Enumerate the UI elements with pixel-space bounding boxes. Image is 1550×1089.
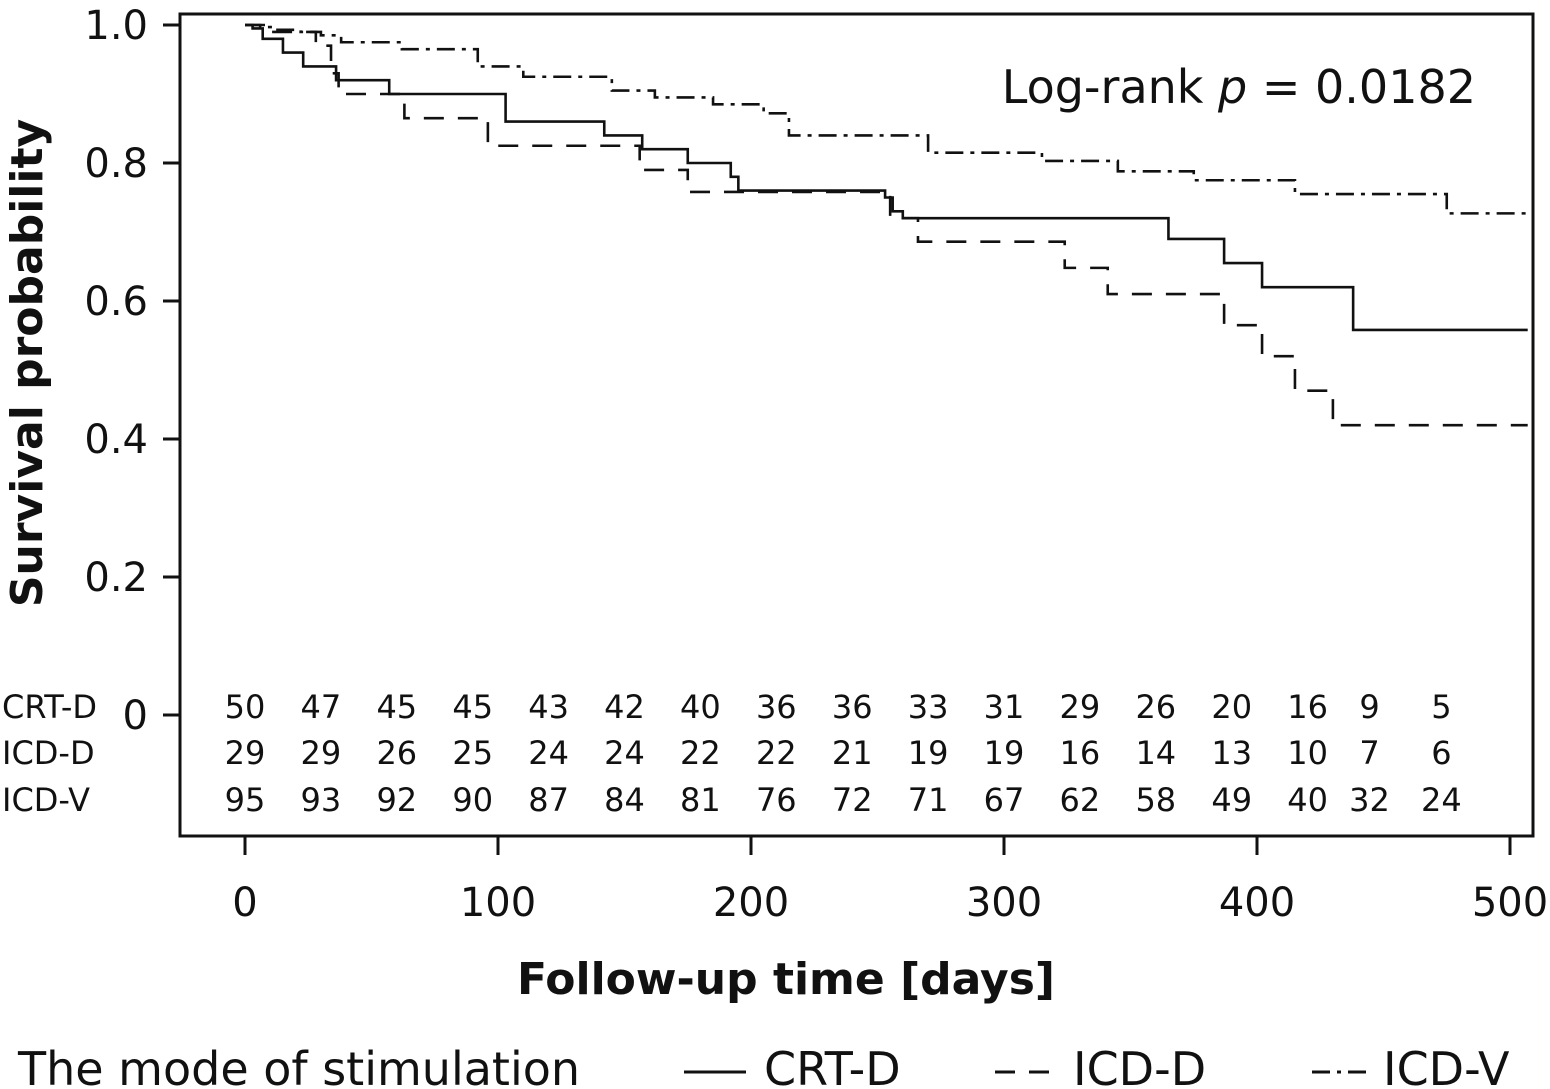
risk-value: 84 [604,781,645,819]
curve-icd-d [245,23,1528,427]
y-axis-title: Survival probability [2,119,53,607]
risk-value: 42 [604,688,645,726]
risk-value: 92 [376,781,417,819]
x-tick-label: 200 [713,880,789,926]
risk-value: 13 [1211,734,1252,772]
curve-crt-d [245,23,1528,332]
risk-value: 72 [832,781,873,819]
risk-value: 36 [756,688,797,726]
y-tick-label: 0.6 [84,279,148,325]
risk-value: 67 [984,781,1025,819]
risk-row-label: ICD-D [2,734,95,772]
risk-table: CRT-D 50 47 45 45 43 42 40 36 36 33 31 29 26 20 16 9 5ICD… [2,688,1462,819]
plot-frame [178,12,1535,838]
risk-value: 7 [1359,734,1379,772]
risk-value: 19 [984,734,1025,772]
risk-value: 90 [452,781,493,819]
x-tick-label: 300 [966,880,1042,926]
risk-value: 43 [528,688,569,726]
risk-row-label: CRT-D [2,688,97,726]
risk-value: 22 [680,734,721,772]
risk-value: 45 [452,688,493,726]
risk-value: 16 [1287,688,1328,726]
risk-value: 40 [1287,781,1328,819]
risk-value: 31 [984,688,1025,726]
risk-value: 71 [908,781,949,819]
risk-value: 47 [301,688,342,726]
y-tick-label: 0.4 [84,417,148,463]
risk-value: 81 [680,781,721,819]
x-tick-label: 500 [1472,880,1548,926]
risk-value: 26 [1135,688,1176,726]
x-axis-title: Follow-up time [days] [517,954,1055,1005]
x-tick-label: 400 [1219,880,1295,926]
risk-value: 50 [225,688,266,726]
risk-value: 40 [680,688,721,726]
risk-value: 9 [1359,688,1379,726]
x-tick-label: 0 [232,880,257,926]
x-tick-label: 100 [460,880,536,926]
y-tick-label: 0 [123,693,148,739]
risk-value: 26 [376,734,417,772]
risk-value: 33 [908,688,949,726]
risk-value: 19 [908,734,949,772]
risk-value: 22 [756,734,797,772]
legend-label-icd-v: ICD-V [1383,1042,1510,1089]
risk-value: 24 [604,734,645,772]
risk-row-label: ICD-V [2,781,90,819]
risk-value: 49 [1211,781,1252,819]
risk-value: 32 [1349,781,1390,819]
risk-value: 25 [452,734,493,772]
y-tick-label: 0.8 [84,141,148,187]
log-rank-annotation: Log-rank p = 0.0182 [1002,60,1476,114]
risk-value: 14 [1135,734,1176,772]
risk-value: 21 [832,734,873,772]
risk-value: 95 [225,781,266,819]
risk-value: 58 [1135,781,1176,819]
risk-value: 24 [1421,781,1462,819]
risk-value: 20 [1211,688,1252,726]
risk-value: 76 [756,781,797,819]
risk-value: 5 [1431,688,1451,726]
risk-value: 93 [301,781,342,819]
legend: The mode of stimulation CRT-D ICD-D ICD-… [17,1042,1510,1089]
x-axis: 0 100 200 300 400 500 [232,836,1548,926]
y-axis: 0 0.2 0.4 0.6 0.8 1.0 [84,3,180,739]
y-tick-label: 0.2 [84,555,148,601]
risk-value: 6 [1431,734,1451,772]
risk-value: 29 [1060,688,1101,726]
risk-value: 10 [1287,734,1328,772]
curve-icd-v [245,23,1528,215]
risk-value: 36 [832,688,873,726]
risk-value: 29 [225,734,266,772]
risk-value: 87 [528,781,569,819]
risk-value: 29 [301,734,342,772]
legend-label-crt-d: CRT-D [764,1042,901,1089]
risk-value: 24 [528,734,569,772]
legend-label-icd-d: ICD-D [1073,1042,1206,1089]
risk-value: 16 [1060,734,1101,772]
legend-title: The mode of stimulation [17,1042,580,1089]
survival-curves [245,23,1528,427]
y-tick-label: 1.0 [84,3,148,49]
risk-value: 62 [1060,781,1101,819]
risk-value: 45 [376,688,417,726]
